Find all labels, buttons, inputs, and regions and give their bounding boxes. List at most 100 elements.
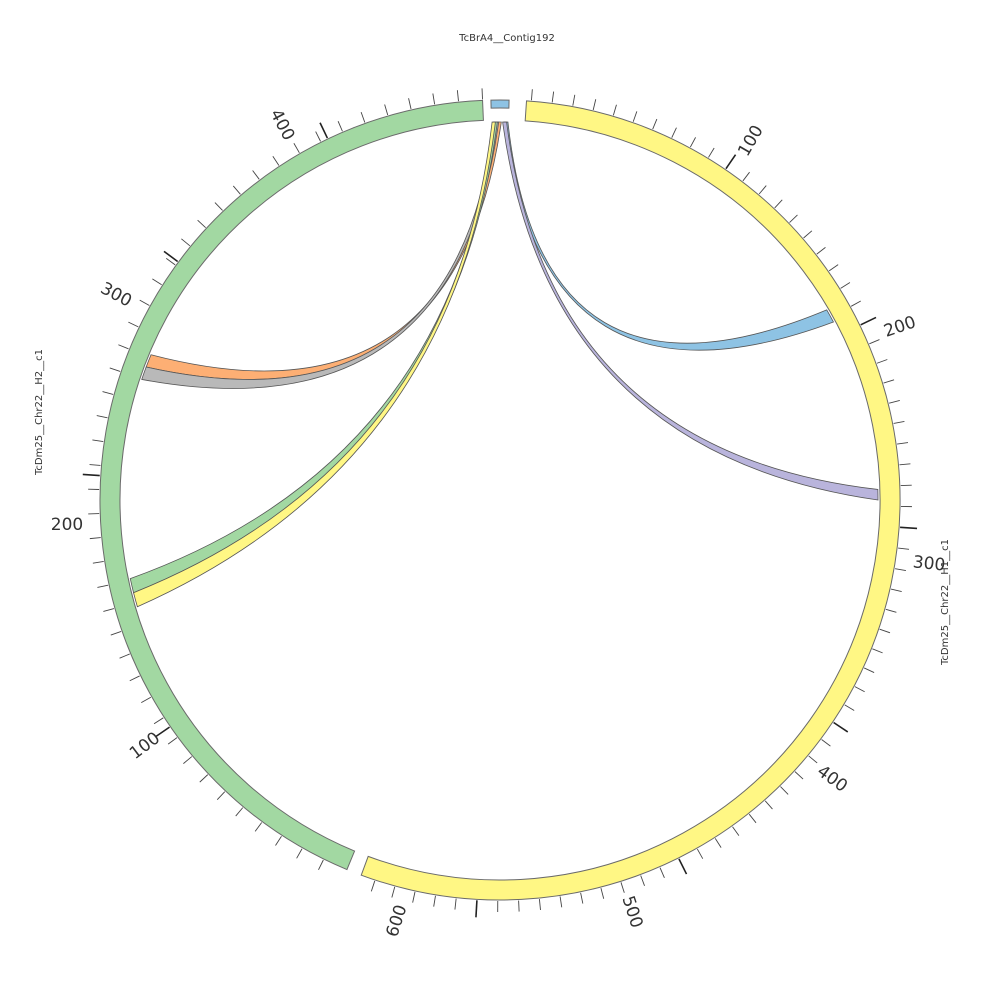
- tick-h1-440: [780, 786, 789, 795]
- tick-h1-480: [714, 838, 722, 848]
- tick-h1-450: [764, 800, 773, 810]
- tick-h2-minor-280: [92, 561, 104, 564]
- tick-h2-minor-230: [92, 439, 104, 443]
- tick-h2-minor-140: [181, 238, 191, 247]
- tick-label-h1-400: 400: [813, 761, 851, 796]
- tick-h1-80: [689, 137, 696, 148]
- tick-h2-minor-40: [384, 104, 389, 116]
- ideogram-contig192: [490, 99, 510, 109]
- tick-h1-150: [803, 230, 813, 239]
- tick-h2-minor-30: [408, 98, 412, 110]
- tick-h1-50: [632, 111, 638, 122]
- ideogram-chr22-h1: [360, 100, 901, 901]
- tick-h2-200: [82, 473, 100, 477]
- tick-h1-200: [860, 316, 877, 326]
- tick-h2-minor-240: [89, 464, 101, 466]
- tick-h1-380: [854, 686, 865, 693]
- tick-label-h1-600: 600: [382, 902, 411, 939]
- tick-h1-390: [844, 704, 855, 711]
- tick-h1-340: [885, 608, 897, 613]
- tick-h1-120: [758, 185, 767, 195]
- tick-h2-minor-370: [183, 756, 193, 764]
- label-chr22-h1: TcDm25__Chr22__H1__c1: [940, 539, 951, 666]
- tick-h1-510: [659, 867, 665, 878]
- tick-h1-400: [833, 721, 849, 733]
- tick-h1-650: [370, 880, 376, 892]
- tick-h2-minor-110: [232, 185, 241, 195]
- tick-h1-410: [821, 739, 831, 747]
- label-contig192: TcBrA4__Contig192: [458, 33, 555, 44]
- tick-h2-minor-70: [315, 131, 321, 142]
- ideogram-chr22-h2: [99, 99, 484, 871]
- tick-h2-minor-440: [318, 859, 324, 871]
- tick-h1-530: [620, 882, 625, 893]
- tick-h1-600: [475, 900, 478, 918]
- tick-h1-110: [742, 171, 750, 182]
- tick-h2-minor-380: [199, 774, 209, 783]
- tick-h2-400: [319, 122, 329, 139]
- tick-h1-60: [652, 118, 658, 130]
- tick-h1-270: [899, 463, 911, 466]
- tick-h1-190: [850, 300, 861, 307]
- tick-h1-490: [696, 848, 704, 859]
- tick-h1-240: [889, 400, 900, 404]
- label-chr22-h2: TcDm25__Chr22__H2__c1: [34, 349, 45, 476]
- tick-h2-minor-120: [214, 202, 223, 211]
- link-contig-to-h2-at-175-yellow: [133, 121, 496, 608]
- tick-h2-minor-190: [118, 344, 129, 350]
- tick-h1-420: [808, 755, 818, 764]
- tick-label-h2-100: 100: [126, 728, 164, 764]
- tick-h1-570: [538, 899, 541, 911]
- tick-h1-160: [816, 247, 826, 255]
- tick-h2-minor-50: [360, 111, 366, 123]
- tick-h2-minor-310: [110, 631, 122, 636]
- tick-h1-330: [890, 588, 902, 592]
- tick-h1-500: [678, 858, 688, 875]
- tick-label-h1-500: 500: [617, 893, 646, 930]
- link-contig-to-h2-at-180-green: [129, 121, 498, 594]
- tick-h2-minor-210: [102, 391, 114, 395]
- tick-h1-250: [893, 420, 905, 424]
- tick-h2-minor-220: [96, 415, 108, 419]
- tick-h1-220: [876, 359, 888, 364]
- tick-h1-320: [895, 568, 906, 571]
- tick-h1-170: [828, 264, 839, 272]
- tick-h1-430: [794, 771, 804, 780]
- ideogram-ring: [99, 99, 901, 901]
- tick-h1-630: [412, 891, 416, 903]
- tick-label-h1-300: 300: [912, 552, 946, 575]
- tick-h1-620: [433, 895, 436, 907]
- tick-h1-100: [725, 154, 737, 170]
- tick-h2-minor-340: [141, 696, 152, 704]
- tick-label-h2-400: 400: [266, 106, 299, 144]
- tick-h2-minor-270: [89, 537, 101, 540]
- tick-h1-90: [708, 147, 715, 158]
- tick-h2-minor-290: [97, 584, 109, 588]
- link-contig-to-h1-at-270: [502, 121, 879, 501]
- tick-h1-350: [879, 628, 891, 634]
- tick-h2-minor-130: [197, 219, 206, 228]
- tick-h2-minor-320: [119, 653, 130, 659]
- tick-label-h1-100: 100: [734, 122, 768, 160]
- tick-h2-300: [163, 250, 179, 263]
- tick-h2-minor-300: [103, 608, 115, 612]
- tick-h1-180: [840, 282, 851, 289]
- tick-h2-minor-10: [456, 90, 459, 102]
- tick-h1-260: [897, 442, 909, 445]
- tick-h2-minor-430: [296, 848, 303, 859]
- tick-h1-360: [872, 648, 883, 654]
- tick-h1-550: [580, 892, 584, 904]
- tick-h1-130: [774, 199, 783, 209]
- tick-label-h1-200: 200: [881, 312, 918, 341]
- tick-h1-640: [391, 886, 396, 898]
- tick-h1-20: [572, 94, 576, 106]
- tick-h1-310: [898, 547, 910, 550]
- link-contig-to-h1-at-190: [503, 121, 835, 351]
- tick-h2-minor-330: [129, 675, 140, 682]
- tick-h1-580: [518, 900, 520, 912]
- tick-h2-minor-20: [432, 93, 436, 105]
- tick-h1-370: [863, 667, 875, 673]
- tick-h2-minor-420: [275, 835, 282, 846]
- tick-h2-minor-170: [139, 299, 150, 306]
